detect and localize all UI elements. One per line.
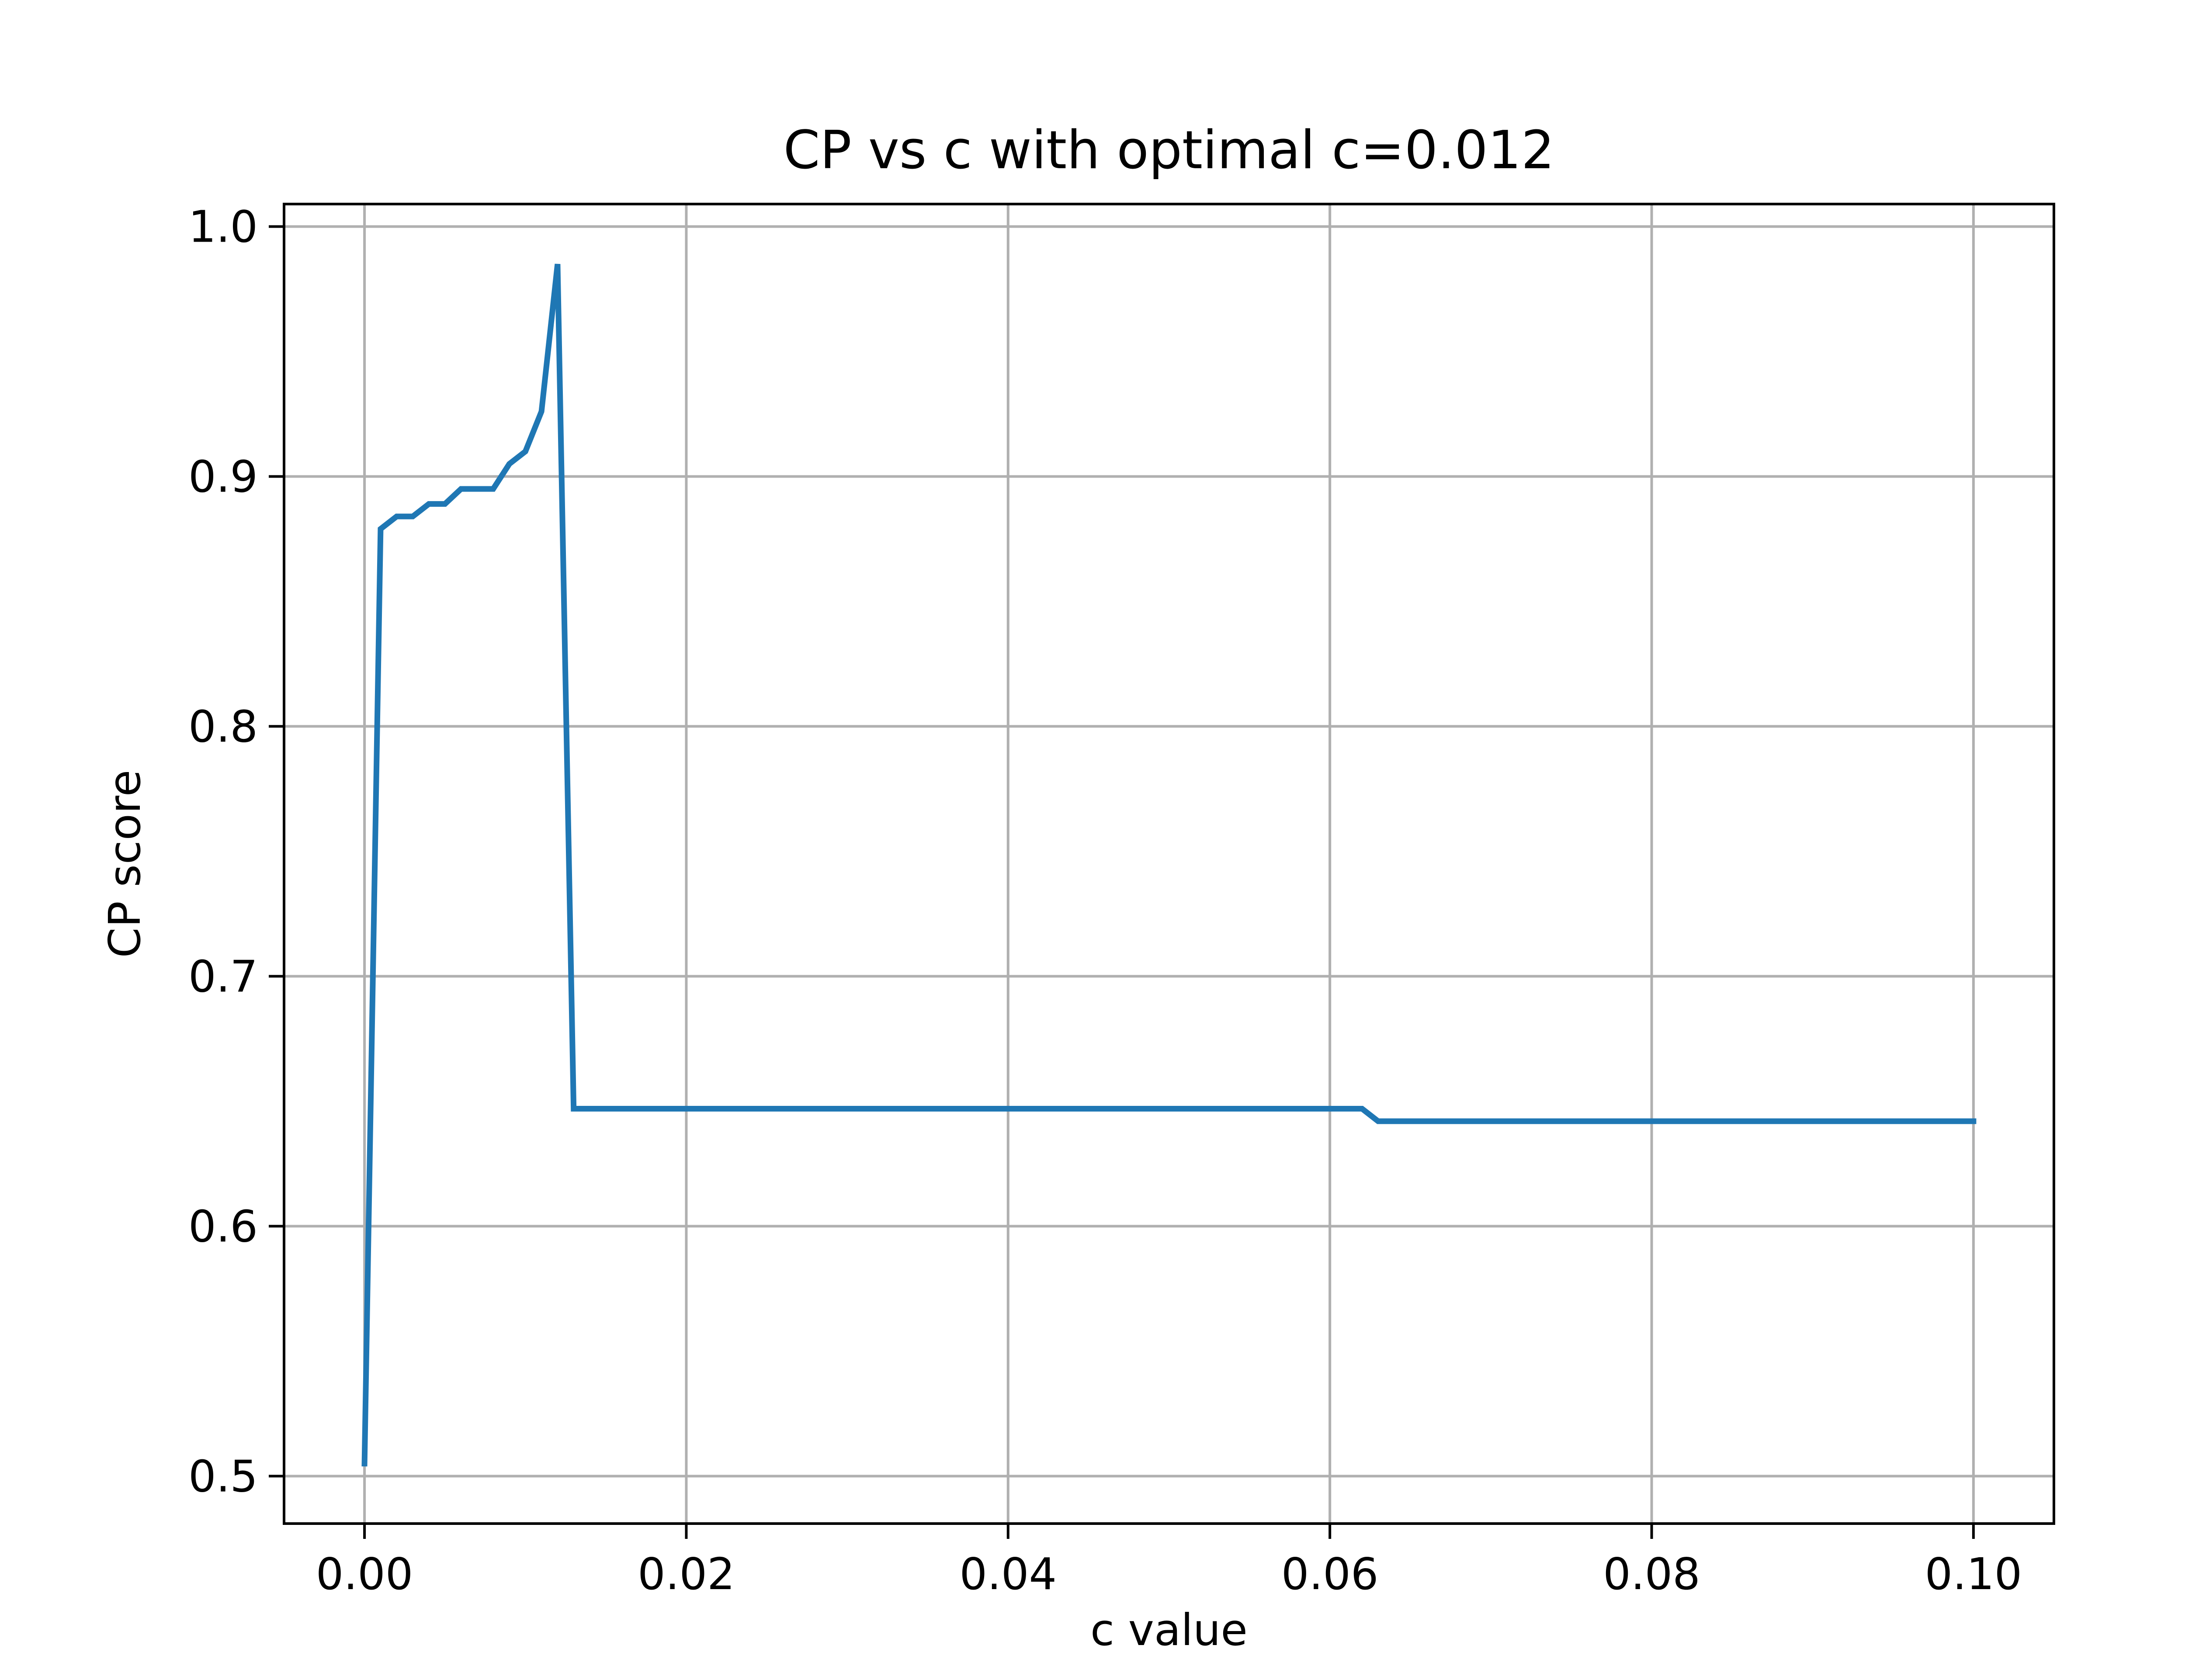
y-axis-label: CP score <box>99 770 150 958</box>
x-axis-label: c value <box>1090 1604 1248 1656</box>
y-tick-label: 0.7 <box>188 951 258 1002</box>
x-tick-label: 0.02 <box>638 1548 735 1600</box>
y-tick-label: 1.0 <box>188 201 258 252</box>
y-tick-label: 0.9 <box>188 451 258 502</box>
x-tick-label: 0.10 <box>1925 1548 2022 1600</box>
chart-title: CP vs c with optimal c=0.012 <box>784 120 1555 181</box>
y-tick-label: 0.5 <box>188 1451 258 1502</box>
series-line <box>361 263 1977 1467</box>
x-tick-label: 0.00 <box>316 1548 413 1600</box>
x-tick-label: 0.06 <box>1281 1548 1379 1600</box>
x-tick-label: 0.08 <box>1603 1548 1700 1600</box>
plot-frame <box>283 203 2055 1525</box>
grid-layer <box>284 204 2054 1524</box>
y-tick-label: 0.8 <box>188 701 258 752</box>
tick-layer: 0.00 0.02 0.04 0.06 0.08 0.10 0.5 0.6 0.7 0.8 0.9 1… <box>188 201 2022 1600</box>
y-tick-label: 0.6 <box>188 1201 258 1252</box>
x-tick-label: 0.04 <box>959 1548 1057 1600</box>
series-layer <box>361 263 1977 1467</box>
